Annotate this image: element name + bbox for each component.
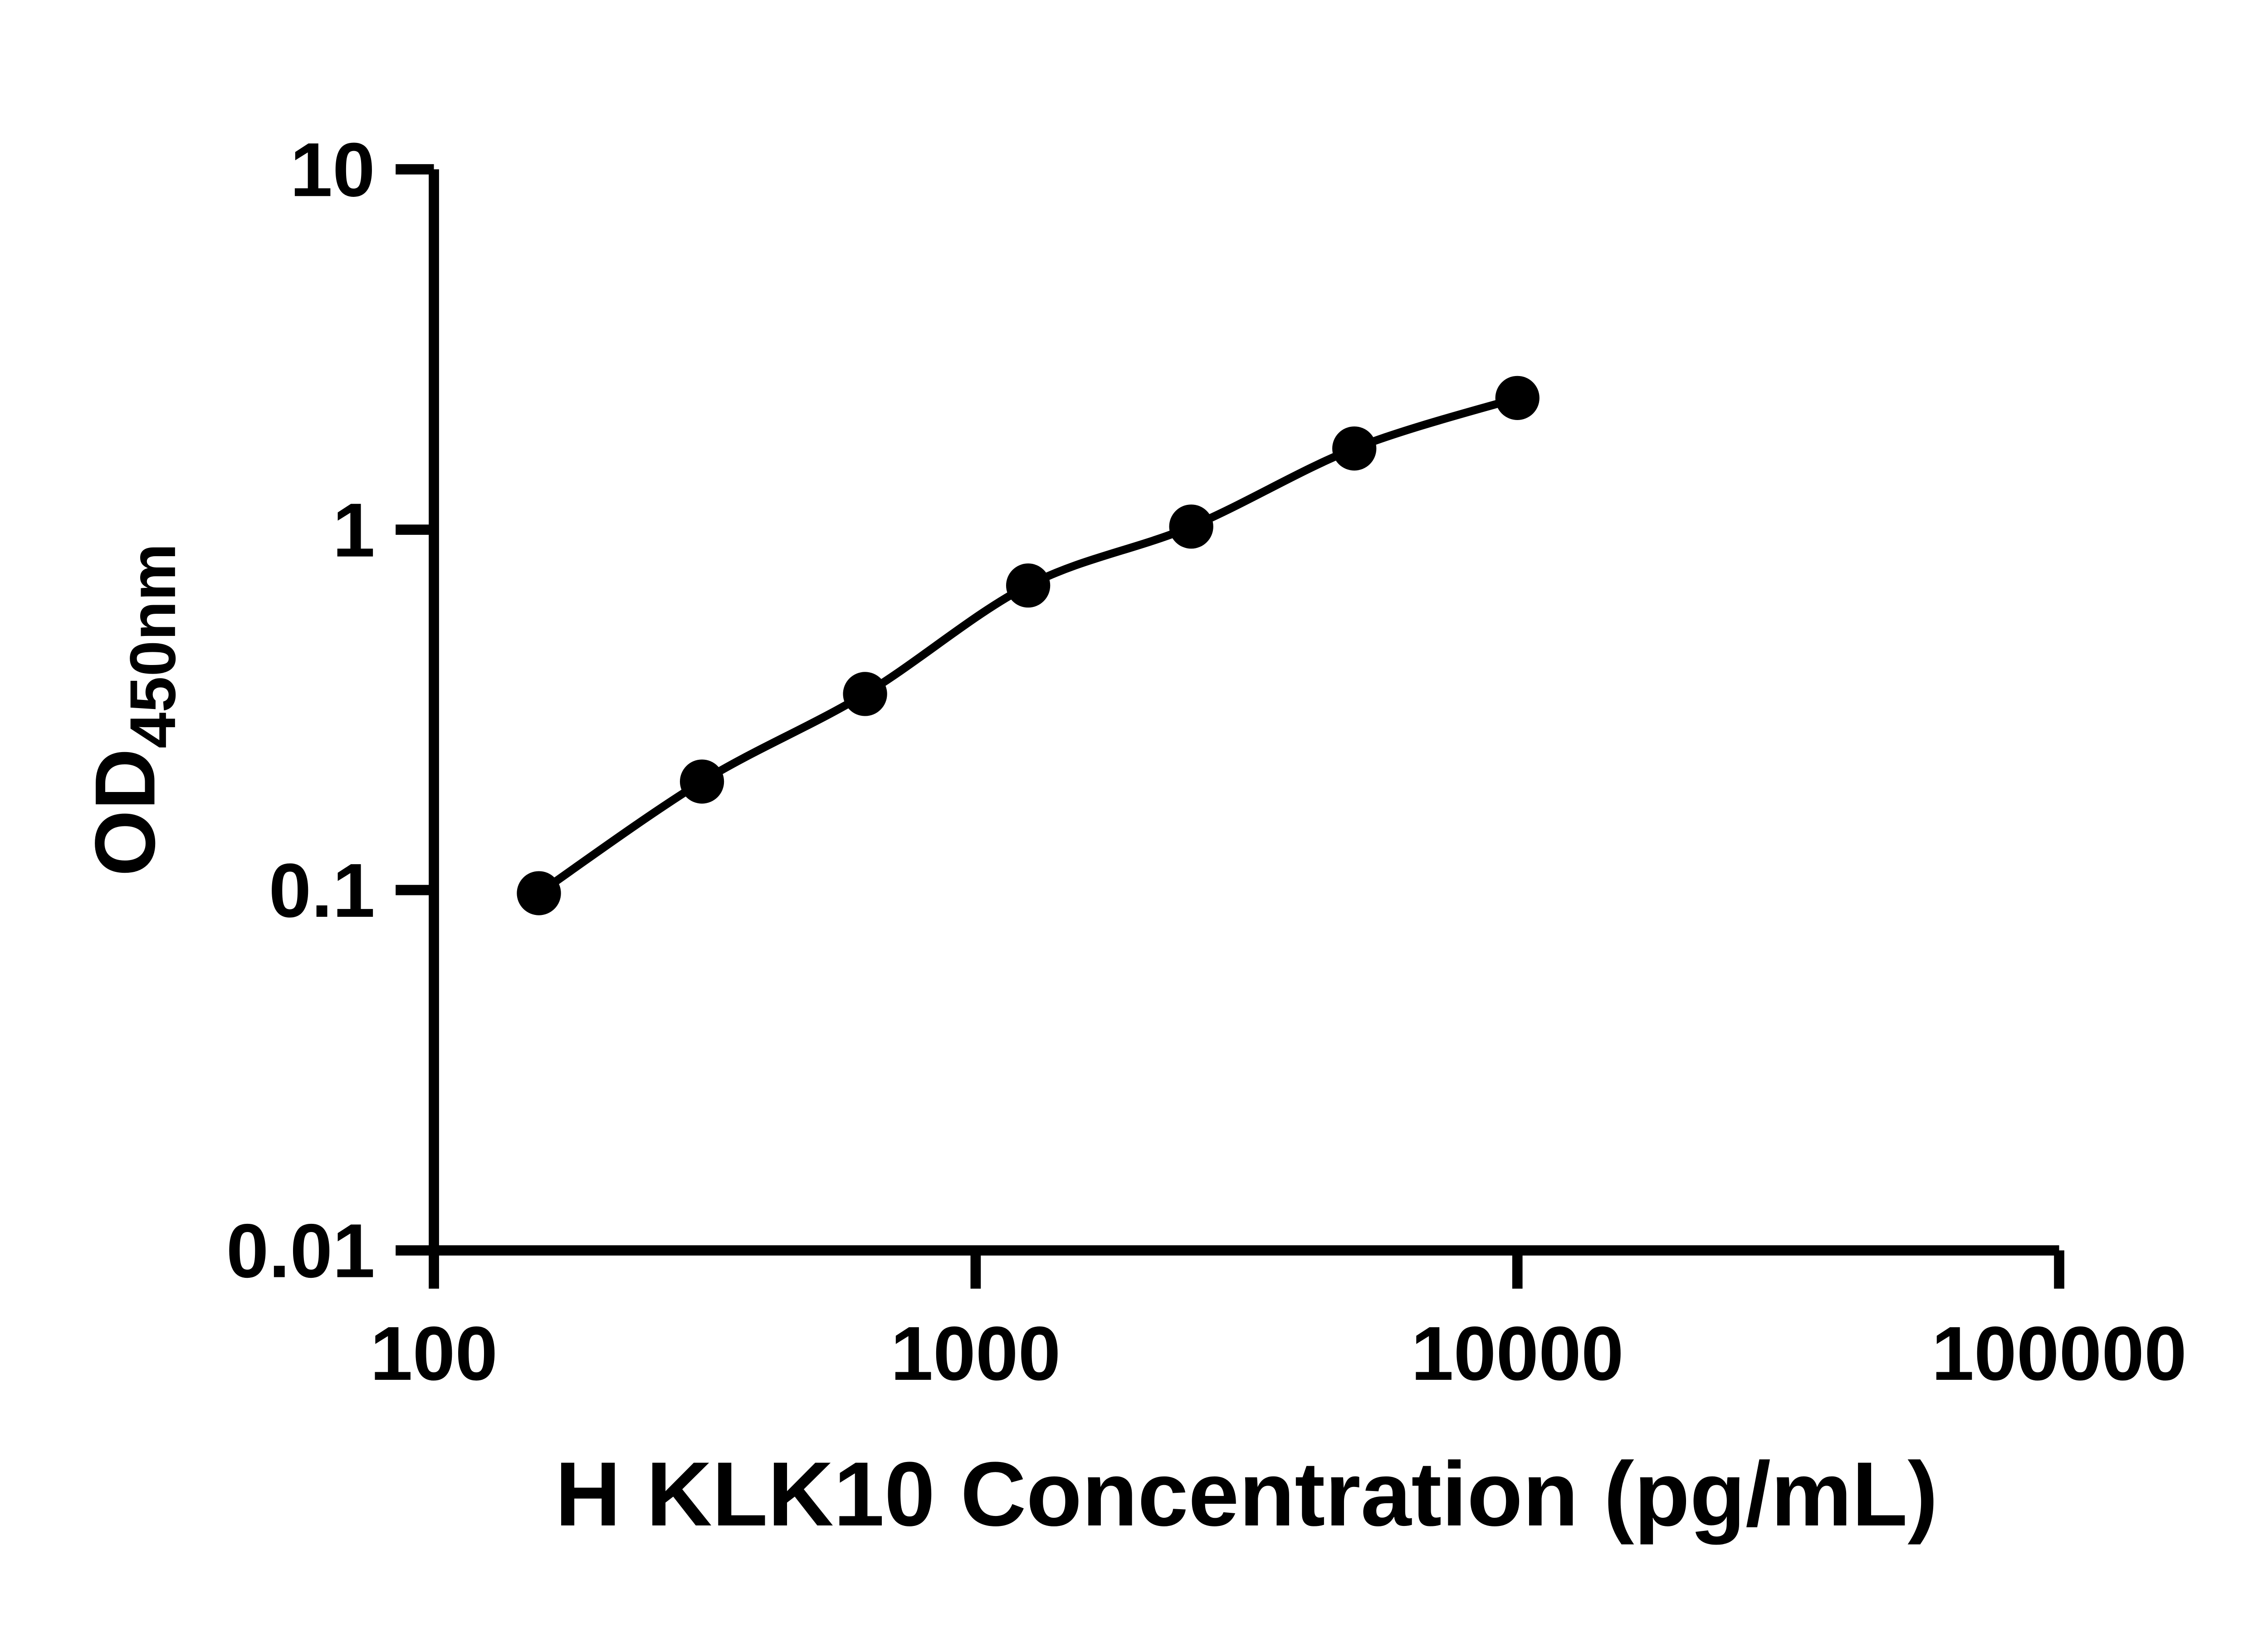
x-tick-labels: 100 1000 10000 100000 [370, 1310, 2187, 1396]
data-point-marker [1006, 563, 1051, 608]
data-point-marker [843, 672, 887, 716]
x-tick-label: 10000 [1411, 1310, 1624, 1396]
curve-path [536, 394, 1519, 897]
y-tick-label: 0.01 [226, 1208, 375, 1294]
y-tick-label: 10 [290, 127, 375, 212]
y-axis-title: OD450nm [77, 543, 189, 876]
data-points [517, 376, 1540, 915]
x-axis-title: H KLK10 Concentration (pg/mL) [555, 1443, 1938, 1545]
tick-marks [396, 164, 2064, 1289]
x-tick-label: 100 [370, 1310, 498, 1396]
y-axis-title-main: OD [77, 748, 172, 876]
fitted-curve [536, 394, 1519, 897]
data-point-marker [1332, 426, 1377, 471]
y-tick-label: 0.1 [269, 847, 375, 933]
y-axis-title-subscript: 450nm [117, 543, 189, 748]
axis-lines [429, 169, 2059, 1256]
data-point-marker [1495, 376, 1540, 420]
data-point-marker [1169, 504, 1213, 549]
y-tick-labels: 0.01 0.1 1 10 [226, 127, 375, 1293]
axes [429, 169, 2059, 1256]
data-point-marker [679, 759, 724, 804]
x-tick-label: 1000 [890, 1310, 1061, 1396]
y-tick-label: 1 [332, 487, 375, 573]
data-point-marker [517, 871, 561, 915]
x-tick-label: 100000 [1931, 1310, 2187, 1396]
